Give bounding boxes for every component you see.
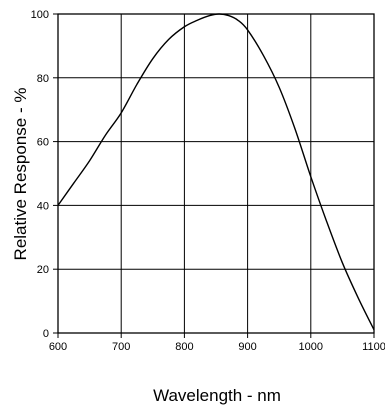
y-axis-title: Relative Response - % (11, 88, 30, 261)
y-tick-label-80: 80 (37, 73, 49, 85)
x-axis-ticks: 600 700 800 900 1000 1100 (49, 333, 385, 353)
x-tick-label-600: 600 (49, 341, 67, 353)
plot-frame (57, 13, 375, 334)
x-tick-label-800: 800 (175, 341, 193, 353)
x-tick-label-700: 700 (112, 341, 130, 353)
axes (57, 13, 375, 334)
y-tick-label-0: 0 (43, 328, 49, 340)
y-tick-label-20: 20 (37, 264, 49, 276)
y-tick-label-100: 100 (31, 9, 49, 21)
x-tick-label-1000: 1000 (299, 341, 323, 353)
grid (57, 13, 375, 334)
y-axis-ticks: 0 20 40 60 80 100 (31, 9, 58, 340)
y-tick-label-40: 40 (37, 200, 49, 212)
x-tick-label-900: 900 (238, 341, 256, 353)
x-tick-label-1100: 1100 (362, 341, 385, 353)
series-line (57, 13, 375, 331)
x-axis-title: Wavelength - nm (153, 386, 281, 405)
y-tick-label-60: 60 (37, 137, 49, 149)
